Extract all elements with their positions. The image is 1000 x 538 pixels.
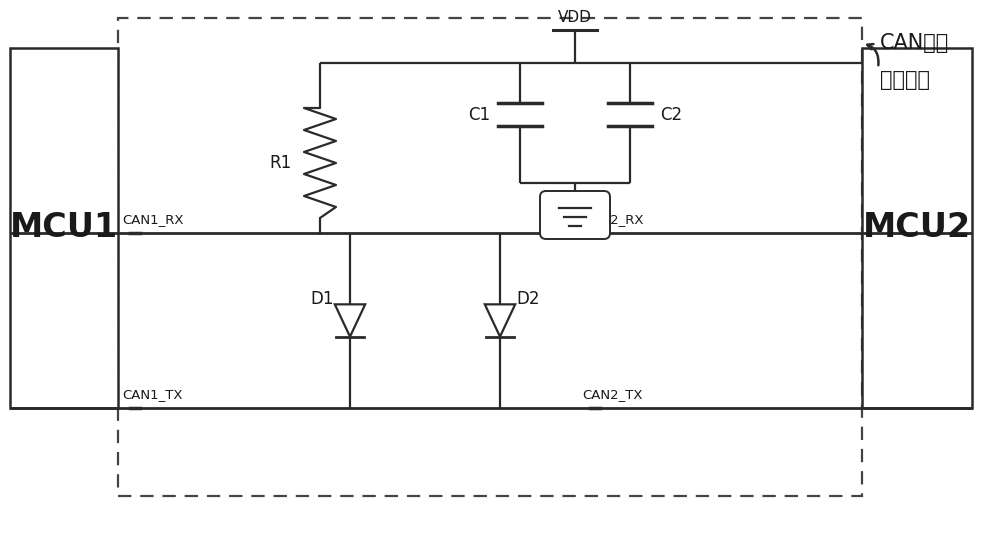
Bar bbox=[118, 18, 862, 496]
Text: VDD: VDD bbox=[558, 10, 592, 25]
Bar bbox=[10, 48, 118, 408]
Text: CAN1_RX: CAN1_RX bbox=[122, 213, 184, 226]
Text: R1: R1 bbox=[270, 154, 292, 172]
Bar bbox=[862, 48, 972, 408]
Text: MCU1: MCU1 bbox=[10, 211, 118, 244]
Text: 连接电路: 连接电路 bbox=[880, 70, 930, 90]
Text: MCU2: MCU2 bbox=[863, 211, 971, 244]
Text: CAN2_RX: CAN2_RX bbox=[582, 213, 644, 226]
Polygon shape bbox=[485, 305, 515, 337]
Text: D1: D1 bbox=[310, 289, 334, 308]
Text: C1: C1 bbox=[468, 105, 490, 124]
Text: CAN节点: CAN节点 bbox=[880, 33, 949, 53]
FancyBboxPatch shape bbox=[540, 191, 610, 239]
Text: CAN1_TX: CAN1_TX bbox=[122, 388, 182, 401]
Text: CAN2_TX: CAN2_TX bbox=[582, 388, 642, 401]
Text: C2: C2 bbox=[660, 105, 682, 124]
Text: D2: D2 bbox=[516, 289, 540, 308]
Polygon shape bbox=[335, 305, 365, 337]
